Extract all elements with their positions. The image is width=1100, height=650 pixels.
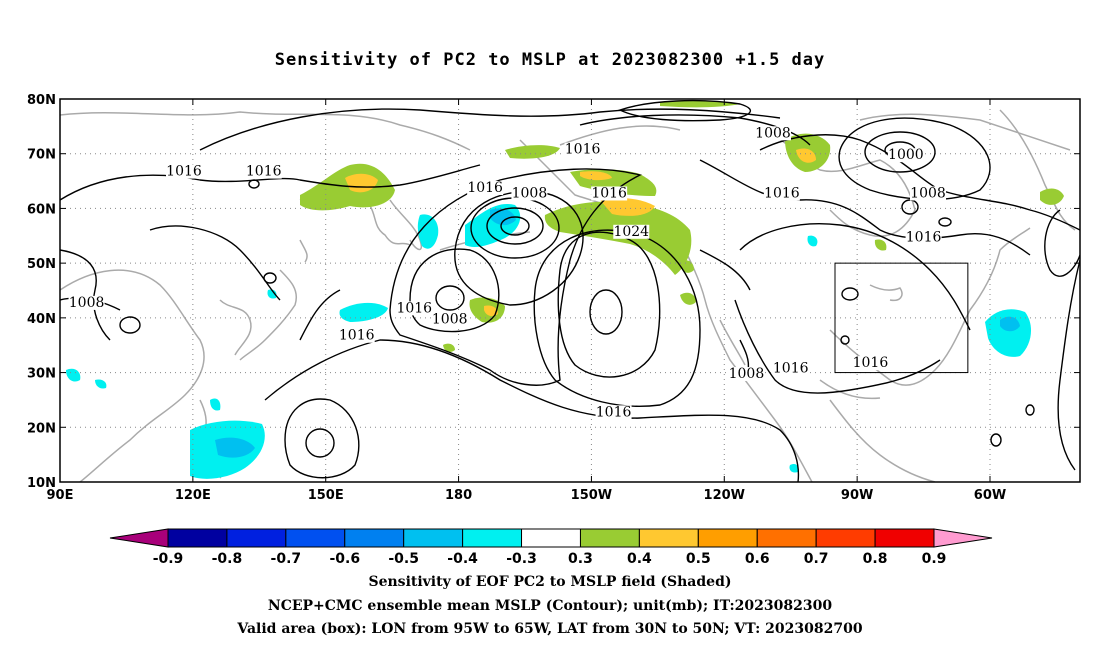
contour-label-bg bbox=[728, 367, 765, 382]
colorbar-min-arrow bbox=[109, 528, 169, 548]
lat-tick-label: 20N bbox=[27, 421, 56, 436]
contour-label-bg bbox=[591, 186, 628, 201]
contour-label-bg bbox=[772, 361, 809, 376]
contour-label: 1008 bbox=[910, 185, 946, 201]
contour-label: 1016 bbox=[773, 361, 809, 377]
colorbar-swatch bbox=[403, 528, 464, 548]
colorbar-label: 0.7 bbox=[804, 551, 829, 567]
colorbar-swatch bbox=[874, 528, 935, 548]
contour-label-bg bbox=[595, 405, 632, 420]
colorbar-label: -0.7 bbox=[271, 551, 302, 567]
colorbar-swatch bbox=[344, 528, 405, 548]
lon-tick-label: 120W bbox=[704, 488, 745, 503]
colorbar-label: -0.4 bbox=[447, 551, 478, 567]
contour-label: 1016 bbox=[396, 300, 432, 316]
colorbar-label: 0.4 bbox=[627, 551, 652, 567]
colorbar-label: 0.3 bbox=[568, 551, 593, 567]
contour-label-bg bbox=[467, 181, 504, 196]
colorbar-swatch bbox=[521, 528, 581, 548]
caption-line-1: Sensitivity of EOF PC2 to MSLP field (Sh… bbox=[368, 574, 732, 590]
contour-label-bg bbox=[245, 164, 282, 179]
lon-tick-label: 120E bbox=[175, 488, 211, 503]
contour-label: 1016 bbox=[467, 180, 503, 196]
lon-tick-label: 150W bbox=[571, 488, 612, 503]
contour-label: 1016 bbox=[591, 185, 627, 201]
colorbar-swatch bbox=[167, 528, 228, 548]
contour-label: 1016 bbox=[166, 164, 202, 180]
contour-label-bg bbox=[396, 301, 433, 316]
lat-tick-label: 40N bbox=[27, 312, 56, 327]
contour-label-bg bbox=[763, 186, 800, 201]
map-title: Sensitivity of PC2 to MSLP at 2023082300… bbox=[274, 50, 826, 70]
contour-label: 1016 bbox=[596, 404, 632, 420]
colorbar-label: 0.6 bbox=[745, 551, 770, 567]
contour-label: 1016 bbox=[565, 142, 601, 158]
contour-label-bg bbox=[755, 126, 791, 141]
colorbar-swatch bbox=[462, 528, 523, 548]
contour-label-bg bbox=[564, 142, 601, 157]
lat-tick-label: 50N bbox=[27, 257, 56, 272]
lon-tick-label: 90E bbox=[47, 488, 74, 503]
colorbar-swatch bbox=[697, 528, 758, 548]
contour-label-bg bbox=[431, 312, 468, 327]
colorbar-max-arrow bbox=[933, 528, 993, 548]
colorbar-label: -0.9 bbox=[153, 551, 184, 567]
contour-label: 1016 bbox=[246, 164, 282, 180]
lat-tick-label: 10N bbox=[27, 476, 56, 491]
valid-area-box bbox=[834, 262, 969, 374]
contour-label-bg bbox=[852, 356, 889, 371]
colorbar-swatch bbox=[285, 528, 346, 548]
lon-tick-label: 60W bbox=[974, 488, 1006, 503]
colorbar-label: 0.8 bbox=[863, 551, 888, 567]
contour-label: 1016 bbox=[906, 229, 942, 245]
contour-label-bg bbox=[166, 164, 202, 179]
map-frame bbox=[59, 98, 1081, 483]
lat-tick-label: 80N bbox=[27, 93, 56, 108]
contour-label: 1008 bbox=[755, 125, 791, 141]
contour-label-bg bbox=[613, 224, 650, 239]
colorbar-label: 0.5 bbox=[686, 551, 711, 567]
contour-label: 1008 bbox=[512, 185, 548, 201]
contour-label-bg bbox=[68, 295, 105, 310]
contour-label-bg bbox=[338, 328, 375, 343]
contour-label-bg bbox=[905, 230, 942, 245]
lat-tick-label: 30N bbox=[27, 367, 56, 382]
longitude-axis: 90E 120E 150E 180 150W 120W 90W 60W bbox=[47, 99, 1006, 503]
contour-label: 1024 bbox=[613, 224, 649, 240]
lon-tick-label: 90W bbox=[841, 488, 873, 503]
pressure-contours bbox=[60, 99, 1080, 482]
colorbar-label: -0.5 bbox=[388, 551, 419, 567]
caption-line-2: NCEP+CMC ensemble mean MSLP (Contour); u… bbox=[267, 598, 833, 614]
lon-tick-label: 180 bbox=[445, 488, 472, 503]
contour-label: 1008 bbox=[69, 295, 105, 311]
colorbar-swatch bbox=[815, 528, 876, 548]
colorbar-label: -0.3 bbox=[506, 551, 537, 567]
colorbar-label: -0.6 bbox=[329, 551, 360, 567]
contour-label-bg bbox=[511, 186, 548, 201]
lon-tick-label: 150E bbox=[308, 488, 344, 503]
colorbar-swatch bbox=[756, 528, 817, 548]
colorbar-label: -0.8 bbox=[212, 551, 243, 567]
colorbar: -0.9 -0.8 -0.7 -0.6 -0.5 -0.4 -0.3 0.3 0.4 0.5 0.6… bbox=[109, 528, 993, 567]
contour-label: 1008 bbox=[729, 366, 765, 382]
latitude-axis: 10N 20N 30N 40N 50N 60N 70N 80N bbox=[27, 93, 1080, 491]
colorbar-swatch bbox=[638, 528, 699, 548]
colorbar-swatch bbox=[226, 528, 287, 548]
lat-tick-label: 60N bbox=[27, 202, 56, 217]
contour-label-bg bbox=[910, 186, 946, 201]
colorbar-swatch bbox=[579, 528, 640, 548]
caption-line-3: Valid area (box): LON from 95W to 65W, L… bbox=[237, 621, 863, 637]
colorbar-label: 0.9 bbox=[922, 551, 947, 567]
contour-label: 1016 bbox=[339, 328, 375, 344]
contour-label-bg bbox=[887, 148, 924, 163]
contour-label: 1016 bbox=[853, 355, 889, 371]
contour-label: 1016 bbox=[764, 185, 800, 201]
lat-tick-label: 70N bbox=[27, 148, 56, 163]
contour-label: 1008 bbox=[432, 311, 468, 327]
contour-label: 1000 bbox=[888, 147, 924, 163]
